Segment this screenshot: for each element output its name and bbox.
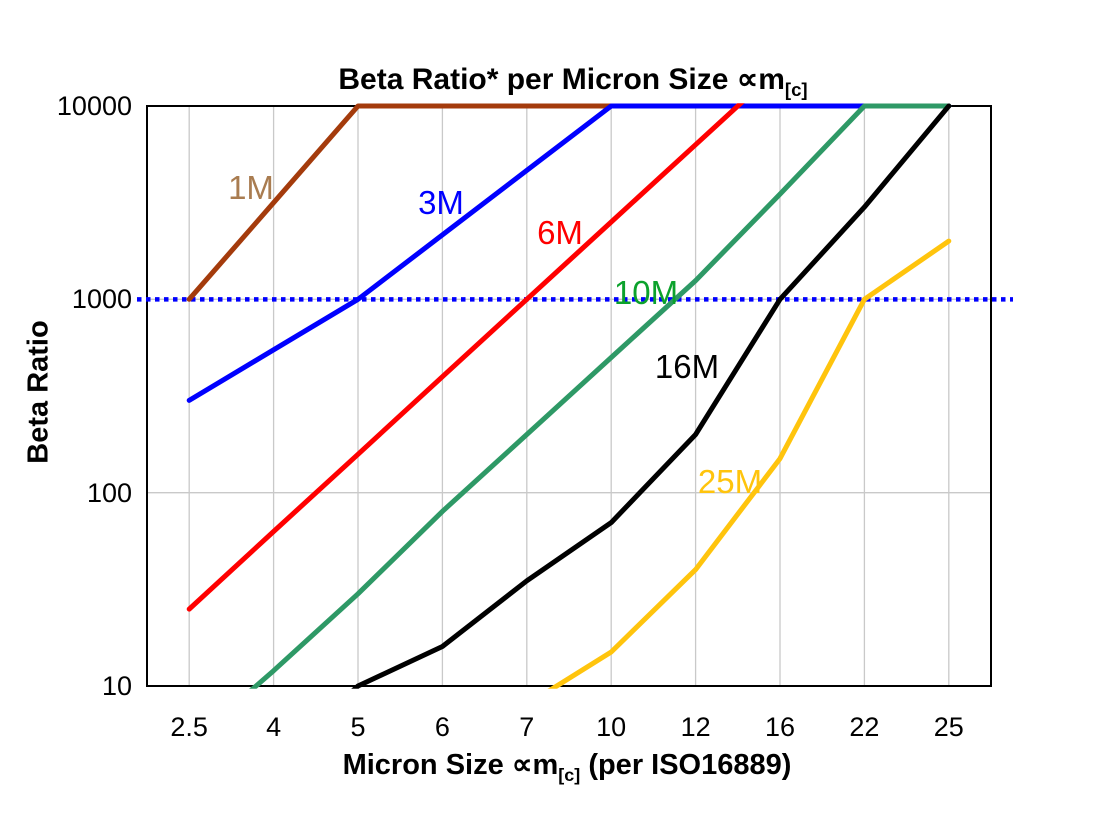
x-tick-6: 6 bbox=[434, 712, 450, 742]
x-axis-title-suffix: (per ISO16889) bbox=[580, 749, 792, 781]
series-label-1M: 1M bbox=[228, 169, 274, 206]
x-tick-2.5: 2.5 bbox=[170, 712, 208, 742]
series-line-10M bbox=[249, 103, 952, 689]
y-tick-labels: 10000 1000 100 10 bbox=[0, 0, 132, 816]
chart-title: Beta Ratio* per Micron Size ∝m[c] bbox=[338, 62, 807, 101]
series-label-3M: 3M bbox=[418, 184, 464, 221]
series-label-16M: 16M bbox=[655, 348, 719, 385]
series-label-10M: 10M bbox=[614, 274, 678, 311]
x-tick-16: 16 bbox=[764, 712, 796, 742]
x-tick-4: 4 bbox=[266, 712, 282, 742]
x-tick-22: 22 bbox=[849, 712, 880, 742]
x-axis-title-subscript: [c] bbox=[558, 764, 581, 785]
y-tick-10: 10 bbox=[101, 671, 132, 701]
y-tick-1000: 1000 bbox=[71, 284, 132, 315]
x-axis-title-text: Micron Size ∝m bbox=[342, 749, 559, 781]
x-tick-25: 25 bbox=[933, 712, 964, 742]
x-tick-5: 5 bbox=[350, 712, 366, 742]
y-tick-100: 100 bbox=[86, 477, 132, 508]
series-line-25M bbox=[547, 238, 952, 689]
x-tick-12: 12 bbox=[680, 712, 711, 742]
x-tick-7: 7 bbox=[519, 712, 535, 742]
x-tick-10: 10 bbox=[596, 712, 627, 742]
x-axis-title: Micron Size ∝m[c] (per ISO16889) bbox=[343, 748, 792, 792]
chart-title-text: Beta Ratio* per Micron Size ∝m bbox=[338, 63, 785, 96]
series-line-16M bbox=[351, 103, 952, 689]
series-line-3M bbox=[186, 103, 952, 403]
series-label-6M: 6M bbox=[537, 214, 583, 251]
series-label-25M: 25M bbox=[698, 463, 762, 500]
series-line-6M bbox=[186, 103, 745, 612]
y-tick-10000: 10000 bbox=[56, 91, 132, 121]
chart-title-subscript: [c] bbox=[784, 79, 808, 100]
